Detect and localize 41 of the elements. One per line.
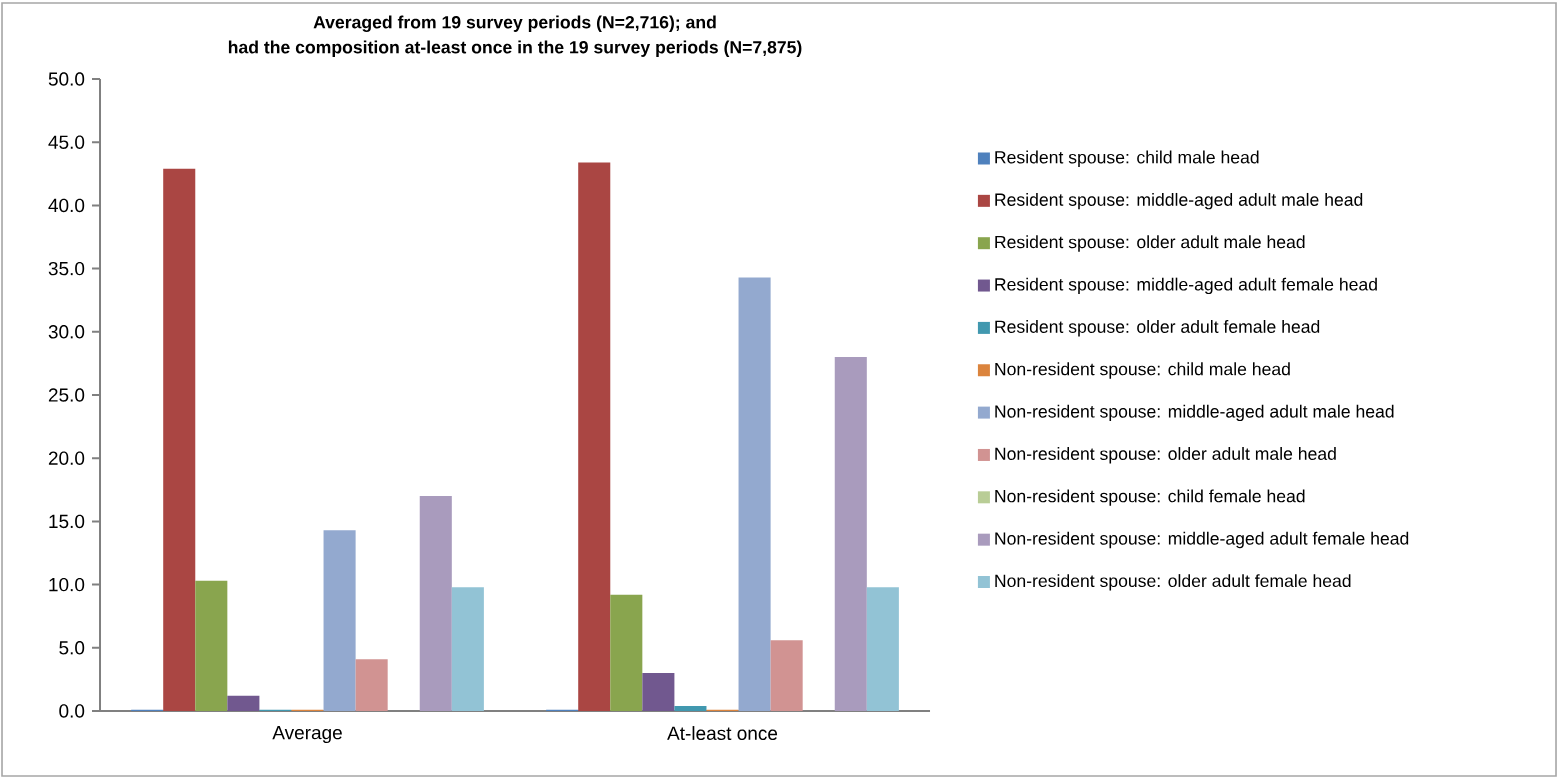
legend-label: Non-resident spouse: middle-aged adult female head — [995, 531, 1409, 549]
x-tick-label: At-least once — [667, 726, 778, 741]
bar — [738, 277, 771, 711]
bar — [866, 587, 899, 711]
bar — [163, 168, 196, 711]
legend-label: Resident spouse: older adult male head — [995, 235, 1305, 252]
chart-subtitle: had the composition at-least once in the 19 survey periods (N=7,875) — [228, 40, 802, 57]
bar — [674, 705, 707, 711]
y-tick-label: 45.0 — [48, 135, 85, 149]
bar — [642, 673, 675, 711]
legend-label: Non-resident spouse: older adult female head — [995, 574, 1351, 591]
bar — [195, 580, 228, 711]
y-tick-label: 20.0 — [48, 451, 85, 465]
bar — [323, 530, 356, 711]
x-tick-label: Average — [272, 726, 342, 744]
legend-label: Resident spouse: child male head — [995, 150, 1259, 168]
legend-label: Non-resident spouse: child male head — [995, 362, 1290, 379]
y-tick-label: 5.0 — [59, 641, 85, 655]
legend-label: Non-resident spouse: middle-aged adult male head — [995, 404, 1394, 422]
bar — [770, 640, 803, 711]
y-tick-label: 0.0 — [59, 704, 85, 718]
y-tick-label: 30.0 — [48, 325, 85, 339]
legend-label: Non-resident spouse: older adult male head — [995, 447, 1336, 464]
bar — [451, 587, 484, 711]
y-tick-label: 50.0 — [48, 72, 85, 86]
bar — [610, 594, 643, 711]
bar — [578, 162, 611, 711]
y-tick-label: 10.0 — [49, 577, 85, 592]
bar — [834, 357, 867, 711]
bar — [355, 659, 388, 711]
chart-title: Averaged from 19 survey periods (N=2,716); and — [313, 15, 716, 33]
legend-label: Resident spouse: middle-aged adult female head — [995, 277, 1377, 295]
bar — [227, 695, 260, 711]
bar — [419, 496, 452, 711]
y-tick-label: 15.0 — [49, 514, 85, 529]
y-tick-label: 25.0 — [48, 388, 85, 402]
y-tick-label: 35.0 — [48, 261, 85, 276]
y-tick-label: 40.0 — [48, 198, 85, 213]
legend-label: Resident spouse: middle-aged adult male head — [995, 192, 1363, 210]
legend-label: Resident spouse: older adult female head — [995, 320, 1320, 337]
legend-label: Non-resident spouse: child female head — [995, 489, 1305, 506]
